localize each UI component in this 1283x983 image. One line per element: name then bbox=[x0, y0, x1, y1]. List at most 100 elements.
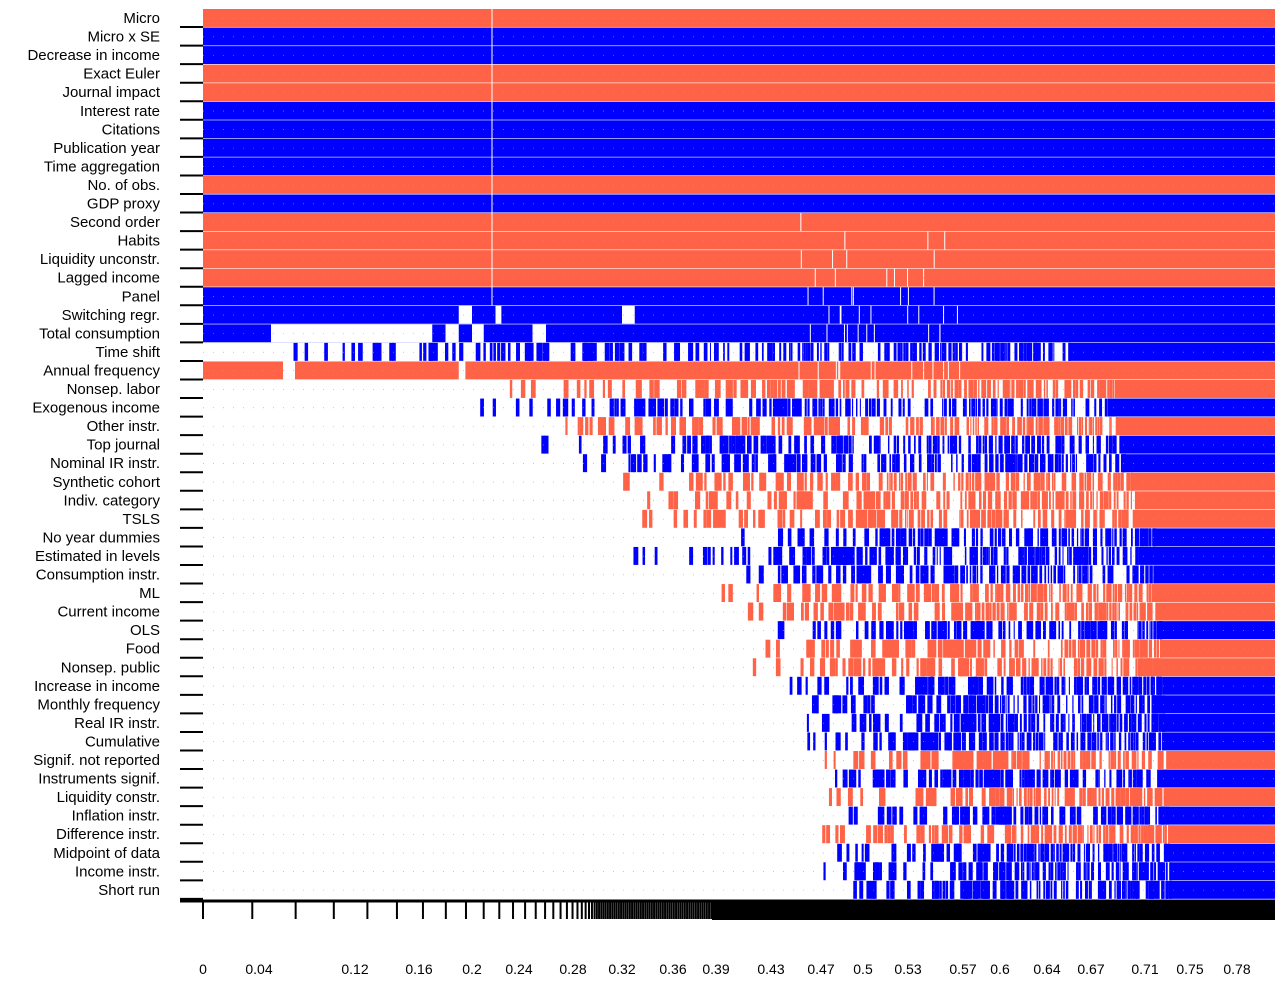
exclusion-gap bbox=[458, 361, 466, 380]
inclusion-cell bbox=[938, 639, 943, 658]
inclusion-cell bbox=[1044, 602, 1048, 621]
inclusion-cell bbox=[528, 342, 534, 361]
inclusion-cell bbox=[674, 342, 678, 361]
inclusion-cell bbox=[836, 435, 840, 454]
inclusion-cell bbox=[1013, 509, 1017, 528]
inclusion-cell bbox=[1024, 806, 1026, 825]
inclusion-cell bbox=[702, 546, 708, 565]
inclusion-cell bbox=[862, 602, 866, 621]
inclusion-cell bbox=[1030, 769, 1033, 788]
inclusion-cell bbox=[1125, 621, 1128, 640]
inclusion-cell bbox=[1114, 880, 1116, 899]
inclusion-cell bbox=[1102, 695, 1105, 714]
inclusion-cell bbox=[1029, 676, 1032, 695]
inclusion-cell bbox=[782, 509, 786, 528]
inclusion-cell bbox=[1034, 584, 1036, 602]
inclusion-cell bbox=[1054, 528, 1057, 547]
inclusion-cell bbox=[1064, 528, 1068, 547]
inclusion-cell bbox=[941, 843, 945, 862]
inclusion-cell bbox=[1158, 732, 1162, 751]
exclusion-gap bbox=[798, 361, 800, 380]
row-ols bbox=[777, 621, 1275, 640]
inclusion-cell bbox=[735, 491, 739, 510]
inclusion-cell bbox=[804, 472, 807, 491]
inclusion-cell bbox=[748, 602, 754, 621]
inclusion-cell bbox=[850, 676, 853, 695]
inclusion-cell bbox=[1157, 751, 1161, 769]
inclusion-cell bbox=[1085, 602, 1089, 621]
inclusion-cell bbox=[831, 380, 833, 398]
inclusion-cell bbox=[597, 417, 601, 436]
inclusion-cell bbox=[614, 342, 618, 361]
inclusion-cell bbox=[1134, 862, 1137, 881]
inclusion-cell bbox=[877, 825, 883, 844]
inclusion-cell bbox=[1111, 843, 1113, 862]
inclusion-cell bbox=[1151, 843, 1155, 862]
inclusion-cell bbox=[768, 546, 772, 565]
inclusion-cell bbox=[1133, 769, 1136, 788]
inclusion-cell bbox=[879, 788, 884, 807]
inclusion-cell bbox=[776, 584, 782, 602]
inclusion-cell bbox=[973, 584, 976, 602]
inclusion-cell bbox=[677, 342, 681, 361]
inclusion-cell bbox=[1129, 713, 1132, 732]
inclusion-cell bbox=[885, 546, 890, 565]
inclusion-cell bbox=[1098, 732, 1100, 751]
inclusion-cell bbox=[975, 546, 978, 565]
inclusion-cell bbox=[1165, 843, 1168, 862]
inclusion-cell bbox=[589, 417, 593, 436]
inclusion-cell bbox=[915, 788, 920, 807]
inclusion-cell bbox=[709, 342, 711, 361]
inclusion-cell bbox=[1135, 528, 1138, 547]
inclusion-cell bbox=[825, 639, 829, 658]
inclusion-cell bbox=[640, 435, 645, 454]
inclusion-cell bbox=[1039, 435, 1041, 454]
inclusion-cell bbox=[492, 398, 496, 417]
inclusion-cell bbox=[861, 843, 864, 862]
inclusion-cell bbox=[1037, 602, 1041, 621]
inclusion-cell bbox=[879, 862, 882, 881]
x-tick-label: 0.47 bbox=[807, 961, 834, 977]
inclusion-cell bbox=[1097, 621, 1100, 640]
inclusion-cell bbox=[1039, 565, 1043, 584]
inclusion-cell bbox=[1030, 621, 1033, 640]
inclusion-cell bbox=[965, 342, 968, 361]
inclusion-cell bbox=[885, 380, 889, 398]
inclusion-cell bbox=[1055, 732, 1058, 751]
inclusion-cell bbox=[579, 417, 584, 436]
inclusion-cell bbox=[995, 788, 1000, 807]
inclusion-cell bbox=[1084, 472, 1087, 491]
inclusion-cell bbox=[1062, 342, 1066, 361]
inclusion-cell bbox=[997, 509, 1001, 528]
inclusion-cell bbox=[963, 769, 968, 788]
inclusion-cell bbox=[987, 639, 991, 658]
inclusion-cell bbox=[1034, 806, 1038, 825]
inclusion-cell bbox=[1165, 880, 1168, 899]
inclusion-cell bbox=[832, 398, 835, 417]
inclusion-cell bbox=[875, 676, 879, 695]
inclusion-cell bbox=[1026, 621, 1030, 640]
inclusion-cell bbox=[797, 342, 801, 361]
inclusion-cell bbox=[1117, 602, 1119, 621]
inclusion-cell bbox=[1094, 788, 1097, 807]
inclusion-cell bbox=[1122, 843, 1126, 862]
exclusion-gap bbox=[873, 324, 875, 343]
x-tick-label: 0.32 bbox=[608, 961, 635, 977]
inclusion-cell bbox=[938, 509, 942, 528]
inclusion-cell bbox=[986, 769, 992, 788]
inclusion-cell bbox=[1039, 472, 1041, 491]
inclusion-cell bbox=[972, 695, 977, 714]
inclusion-cell bbox=[1161, 695, 1164, 714]
inclusion-cell bbox=[960, 713, 964, 732]
inclusion-cell bbox=[1105, 788, 1108, 807]
inclusion-cell bbox=[910, 584, 915, 602]
inclusion-cell bbox=[930, 676, 935, 695]
inclusion-cell bbox=[1087, 788, 1090, 807]
inclusion-cell bbox=[1039, 732, 1042, 751]
inclusion-cell bbox=[923, 806, 928, 825]
inclusion-cell bbox=[1089, 454, 1091, 473]
inclusion-cell bbox=[1136, 639, 1140, 658]
inclusion-cell bbox=[983, 862, 988, 881]
inclusion-cell bbox=[920, 880, 925, 899]
inclusion-cell bbox=[1134, 769, 1137, 788]
